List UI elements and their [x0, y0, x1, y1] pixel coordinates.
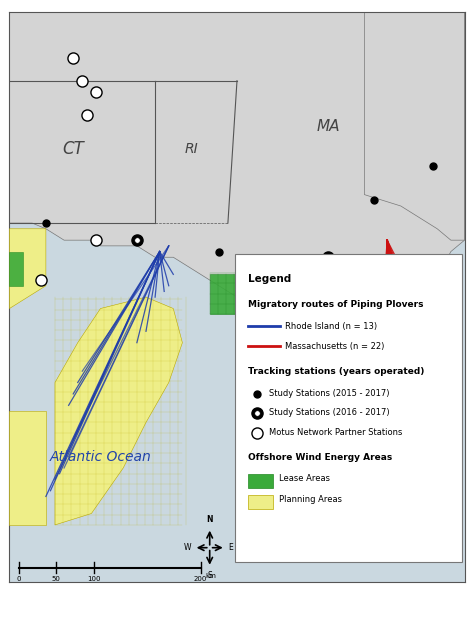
Polygon shape: [55, 297, 182, 525]
Polygon shape: [9, 411, 46, 525]
Text: Study Stations (2016 - 2017): Study Stations (2016 - 2017): [269, 408, 390, 417]
Bar: [248, 474, 273, 488]
Polygon shape: [9, 229, 46, 308]
Text: km: km: [205, 573, 216, 579]
Polygon shape: [9, 251, 23, 286]
Text: Planning Areas: Planning Areas: [279, 495, 342, 504]
Text: CT: CT: [62, 140, 84, 158]
Bar: [248, 495, 273, 509]
FancyBboxPatch shape: [235, 254, 462, 562]
Text: S: S: [207, 571, 212, 580]
Text: RI: RI: [184, 142, 199, 156]
Polygon shape: [255, 308, 292, 331]
Text: Atlantic Ocean: Atlantic Ocean: [50, 449, 151, 464]
Text: 200: 200: [194, 576, 207, 582]
Text: Tracking stations (years operated): Tracking stations (years operated): [248, 367, 425, 376]
Text: Migratory routes of Piping Plovers: Migratory routes of Piping Plovers: [248, 300, 424, 309]
Text: Offshore Wind Energy Areas: Offshore Wind Energy Areas: [248, 452, 392, 462]
Text: Rhode Island (n = 13): Rhode Island (n = 13): [285, 322, 377, 331]
Polygon shape: [9, 12, 465, 354]
Text: Massachusetts (n = 22): Massachusetts (n = 22): [285, 342, 384, 350]
Text: E: E: [228, 543, 233, 552]
Polygon shape: [365, 12, 465, 240]
Text: Legend: Legend: [248, 274, 292, 284]
Text: Study Stations (2015 - 2017): Study Stations (2015 - 2017): [269, 389, 389, 398]
Polygon shape: [246, 286, 396, 411]
Text: N: N: [207, 516, 213, 524]
Text: W: W: [183, 543, 191, 552]
Text: Motus Network Partner Stations: Motus Network Partner Stations: [269, 428, 402, 436]
Text: 50: 50: [52, 576, 61, 582]
Polygon shape: [210, 274, 246, 314]
Text: 100: 100: [87, 576, 101, 582]
Text: 0: 0: [16, 576, 21, 582]
Text: Lease Areas: Lease Areas: [279, 474, 330, 483]
Text: MA: MA: [316, 119, 340, 134]
